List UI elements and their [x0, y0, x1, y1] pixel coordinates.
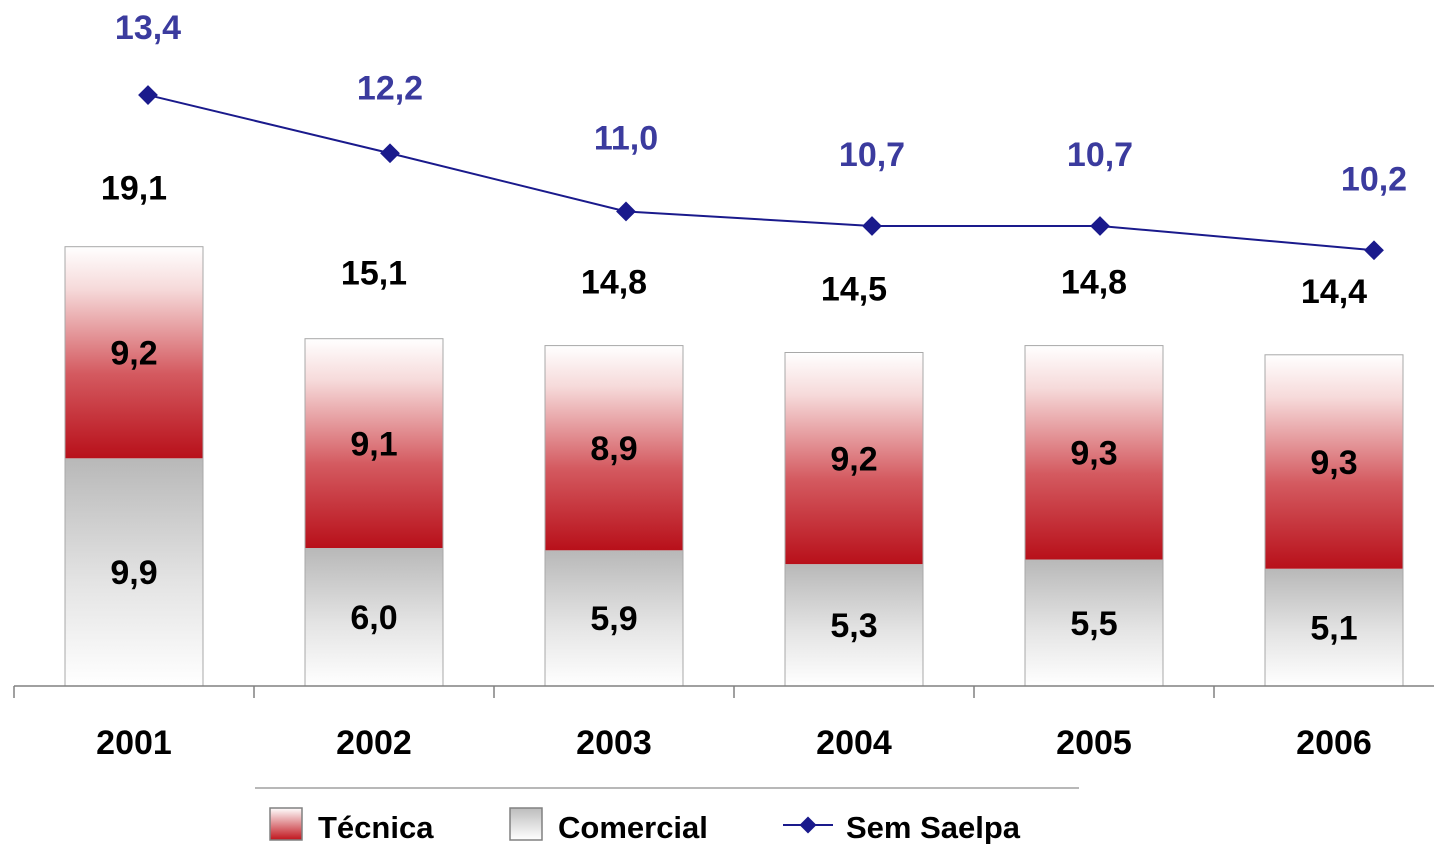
bar-comercial-2006 [1265, 568, 1403, 686]
legend-label-comercial: Comercial [558, 810, 708, 844]
bars-layer [64, 246, 1404, 687]
marker-sem-saelpa-2006 [1364, 240, 1384, 261]
bar-tecnica-2006 [1265, 354, 1403, 569]
label-tecnica-2005: 9,3 [1070, 435, 1117, 473]
label-comercial-2004: 5,3 [830, 607, 877, 645]
label-comercial-2001: 9,9 [110, 554, 157, 592]
bar-comercial-2003 [545, 550, 683, 686]
marker-sem-saelpa-2002 [380, 143, 400, 164]
label-sem-saelpa-2005: 10,7 [1067, 136, 1133, 174]
bar-comercial-2001 [65, 458, 203, 686]
tick-label-2002: 2002 [336, 724, 412, 762]
legend-label-sem-saelpa: Sem Saelpa [846, 810, 1021, 844]
label-tecnica-2002: 9,1 [350, 425, 397, 463]
bar-tecnica-2002 [305, 338, 443, 548]
tick-label-2004: 2004 [816, 724, 892, 762]
bar-tecnica-2003 [545, 345, 683, 551]
bar-comercial-2004 [785, 564, 923, 686]
labels-layer: 9,9 9,2 19,1 6,0 9,1 15,1 5,9 8,9 14,8 5,3 9,2 14,5… [101, 9, 1407, 647]
line-series-layer [138, 85, 1384, 261]
marker-sem-saelpa-2005 [1090, 216, 1110, 236]
tick-label-2001: 2001 [96, 724, 172, 762]
label-tecnica-2006: 9,3 [1310, 444, 1357, 482]
legend-marker-sem-saelpa [799, 816, 817, 834]
tick-label-2003: 2003 [576, 724, 652, 762]
legend: Técnica Comercial Sem Saelpa [255, 787, 1079, 844]
label-sem-saelpa-2002: 12,2 [357, 69, 423, 107]
label-total-2005: 14,8 [1061, 264, 1127, 302]
marker-sem-saelpa-2003 [616, 201, 636, 222]
bar-comercial-2005 [1025, 559, 1163, 686]
marker-sem-saelpa-2004 [862, 216, 882, 236]
label-comercial-2003: 5,9 [590, 600, 637, 638]
tick-label-2005: 2005 [1056, 724, 1132, 762]
legend-swatch-comercial [509, 807, 543, 841]
label-tecnica-2004: 9,2 [830, 440, 877, 478]
label-total-2002: 15,1 [341, 255, 407, 293]
label-sem-saelpa-2004: 10,7 [839, 136, 905, 174]
label-comercial-2005: 5,5 [1070, 605, 1117, 643]
label-total-2001: 19,1 [101, 170, 167, 208]
legend-swatch-tecnica [269, 807, 303, 841]
legend-label-tecnica: Técnica [318, 810, 434, 844]
label-total-2003: 14,8 [581, 264, 647, 302]
line-sem-saelpa [147, 94, 1375, 252]
label-sem-saelpa-2006: 10,2 [1341, 160, 1407, 198]
bar-tecnica-2001 [65, 246, 203, 459]
label-tecnica-2001: 9,2 [110, 335, 157, 373]
marker-sem-saelpa-2001 [138, 85, 158, 105]
tick-label-2006: 2006 [1296, 724, 1372, 762]
label-comercial-2002: 6,0 [350, 599, 397, 637]
label-sem-saelpa-2001: 13,4 [115, 9, 181, 47]
bar-comercial-2002 [305, 548, 443, 686]
label-total-2006: 14,4 [1301, 273, 1367, 311]
bar-tecnica-2005 [1025, 345, 1163, 560]
label-total-2004: 14,5 [821, 271, 887, 309]
label-tecnica-2003: 8,9 [590, 430, 637, 468]
label-comercial-2006: 5,1 [1310, 609, 1357, 647]
bar-tecnica-2004 [785, 352, 923, 565]
label-sem-saelpa-2003: 11,0 [594, 119, 658, 157]
x-axis: 2001 2002 2003 2004 2005 2006 [13, 685, 1434, 762]
